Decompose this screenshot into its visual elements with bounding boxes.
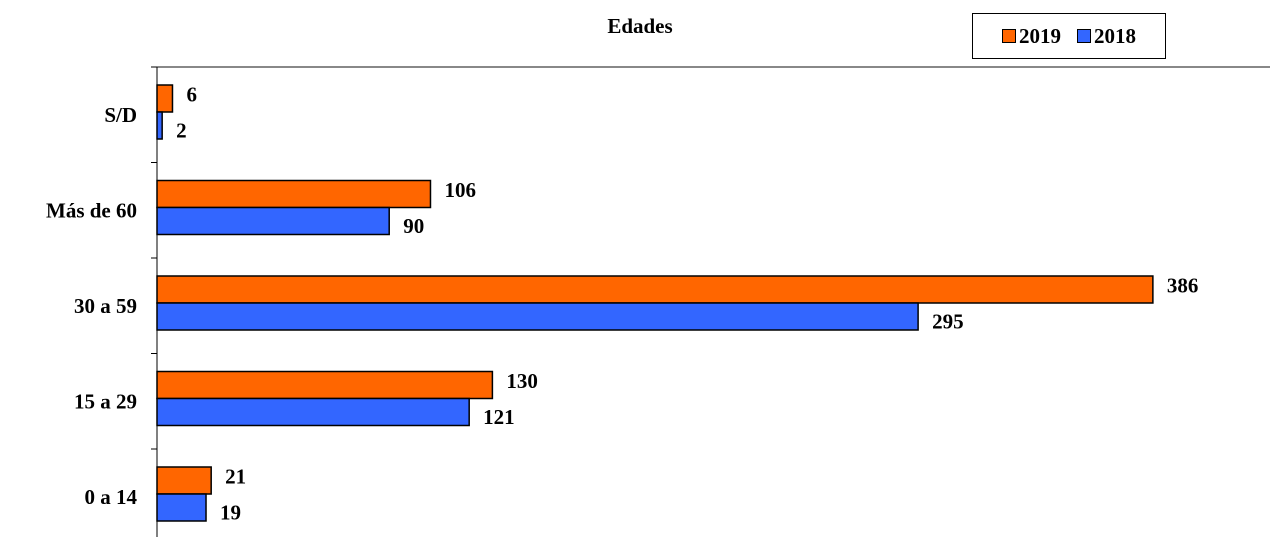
data-label-2019-s-d: 6	[186, 83, 197, 107]
data-label-2019-30-a-59: 386	[1167, 274, 1199, 298]
data-label-2018-30-a-59: 295	[932, 310, 964, 334]
category-label-m-s-de-60: Más de 60	[46, 198, 137, 222]
data-label-2019-0-a-14: 21	[225, 465, 246, 489]
data-label-2018-m-s-de-60: 90	[403, 214, 424, 238]
category-label-s-d: S/D	[104, 103, 137, 127]
data-label-2019-15-a-29: 130	[506, 369, 538, 393]
bar-2018-15-a-29	[156, 397, 470, 427]
legend-item-2018: 2018	[1077, 24, 1136, 49]
data-label-2018-s-d: 2	[176, 119, 187, 143]
category-label-30-a-59: 30 a 59	[74, 294, 137, 318]
data-label-2019-m-s-de-60: 106	[444, 178, 476, 202]
bar-2018-m-s-de-60	[156, 206, 390, 236]
legend-swatch-2018	[1077, 29, 1091, 43]
bar-2018-30-a-59	[156, 302, 919, 331]
bar-2018-s-d	[156, 111, 163, 140]
bar-2019-30-a-59	[156, 275, 1154, 304]
bar-2018-0-a-14	[156, 493, 207, 522]
bar-2019-m-s-de-60	[156, 179, 432, 209]
legend-label-2018: 2018	[1094, 23, 1136, 48]
bar-2019-0-a-14	[156, 466, 212, 495]
category-label-0-a-14: 0 a 14	[85, 485, 138, 509]
bar-2019-15-a-29	[156, 370, 494, 400]
category-label-15-a-29: 15 a 29	[74, 389, 137, 413]
data-label-2018-0-a-14: 19	[220, 501, 241, 525]
legend-label-2019: 2019	[1019, 23, 1061, 48]
legend: 2019 2018	[972, 13, 1166, 59]
data-label-2018-15-a-29: 121	[483, 405, 515, 429]
bar-2019-s-d	[156, 84, 174, 113]
legend-item-2019: 2019	[1002, 24, 1061, 49]
legend-swatch-2019	[1002, 29, 1016, 43]
chart-title: Edades	[607, 14, 673, 38]
